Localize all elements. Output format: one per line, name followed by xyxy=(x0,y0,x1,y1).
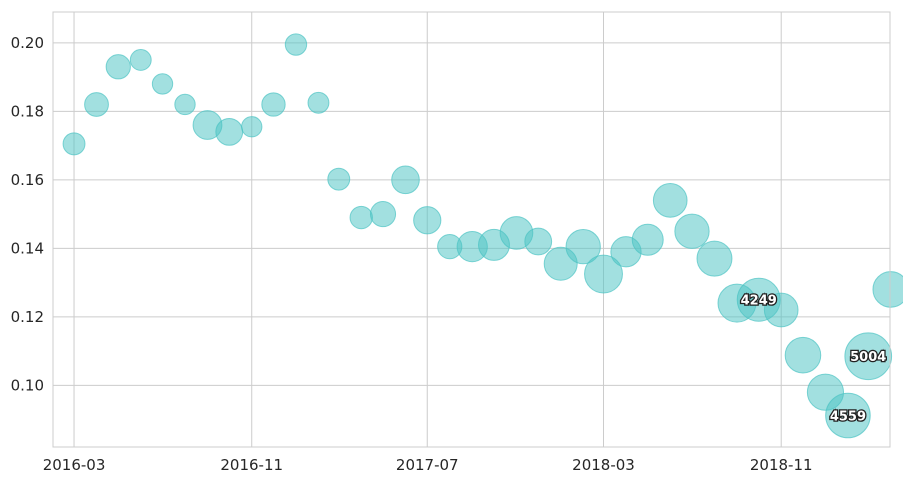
bubble xyxy=(391,165,420,195)
bubble xyxy=(844,332,893,381)
bubble xyxy=(241,116,263,138)
x-axis-ticks: 2016-03 2016-11 2017-07 2018-03 2018-11 xyxy=(43,456,813,474)
bubble xyxy=(349,205,373,230)
bubble xyxy=(584,254,623,294)
x-tick-label: 2016-03 xyxy=(43,456,106,474)
x-tick-label: 2017-07 xyxy=(396,456,459,474)
bubble xyxy=(151,73,174,95)
bubble xyxy=(825,392,871,439)
bubbles xyxy=(62,33,903,439)
bubble xyxy=(763,292,799,328)
bubble xyxy=(62,132,86,156)
x-tick-label: 2016-11 xyxy=(220,456,283,474)
x-tick-label: 2018-03 xyxy=(572,456,635,474)
y-tick-label: 0.14 xyxy=(11,239,44,257)
bubble xyxy=(565,228,601,265)
bubble xyxy=(631,223,664,256)
bubble-value-label: 4249 xyxy=(741,294,777,309)
grid xyxy=(53,12,890,447)
bubble xyxy=(307,91,330,114)
y-tick-label: 0.12 xyxy=(11,308,44,326)
plot-background xyxy=(53,12,890,447)
bubble xyxy=(129,49,152,71)
bubble xyxy=(696,240,733,277)
bubble-value-label: 4559 xyxy=(830,409,866,424)
bubble-labels: 4249 4559 5004 xyxy=(739,292,887,425)
bubble xyxy=(84,92,109,117)
plot-frame xyxy=(52,11,891,448)
y-tick-label: 0.10 xyxy=(11,376,44,394)
bubble xyxy=(369,201,397,228)
bubble xyxy=(215,117,244,146)
y-axis-ticks: 0.10 0.12 0.14 0.16 0.18 0.20 xyxy=(11,34,44,395)
y-tick-label: 0.20 xyxy=(11,34,44,52)
bubble xyxy=(524,227,553,256)
bubble xyxy=(327,167,351,191)
bubble xyxy=(413,206,442,235)
y-tick-label: 0.18 xyxy=(11,102,44,120)
bubble xyxy=(261,92,286,117)
bubble xyxy=(174,93,196,116)
bubble xyxy=(872,271,903,308)
bubble-value-label: 5004 xyxy=(850,350,886,365)
bubble xyxy=(105,54,131,80)
x-tick-label: 2018-11 xyxy=(750,456,813,474)
bubble xyxy=(784,336,822,374)
bubble xyxy=(674,213,710,249)
y-tick-label: 0.16 xyxy=(11,171,44,189)
bubble xyxy=(652,183,688,218)
bubble xyxy=(284,33,308,56)
